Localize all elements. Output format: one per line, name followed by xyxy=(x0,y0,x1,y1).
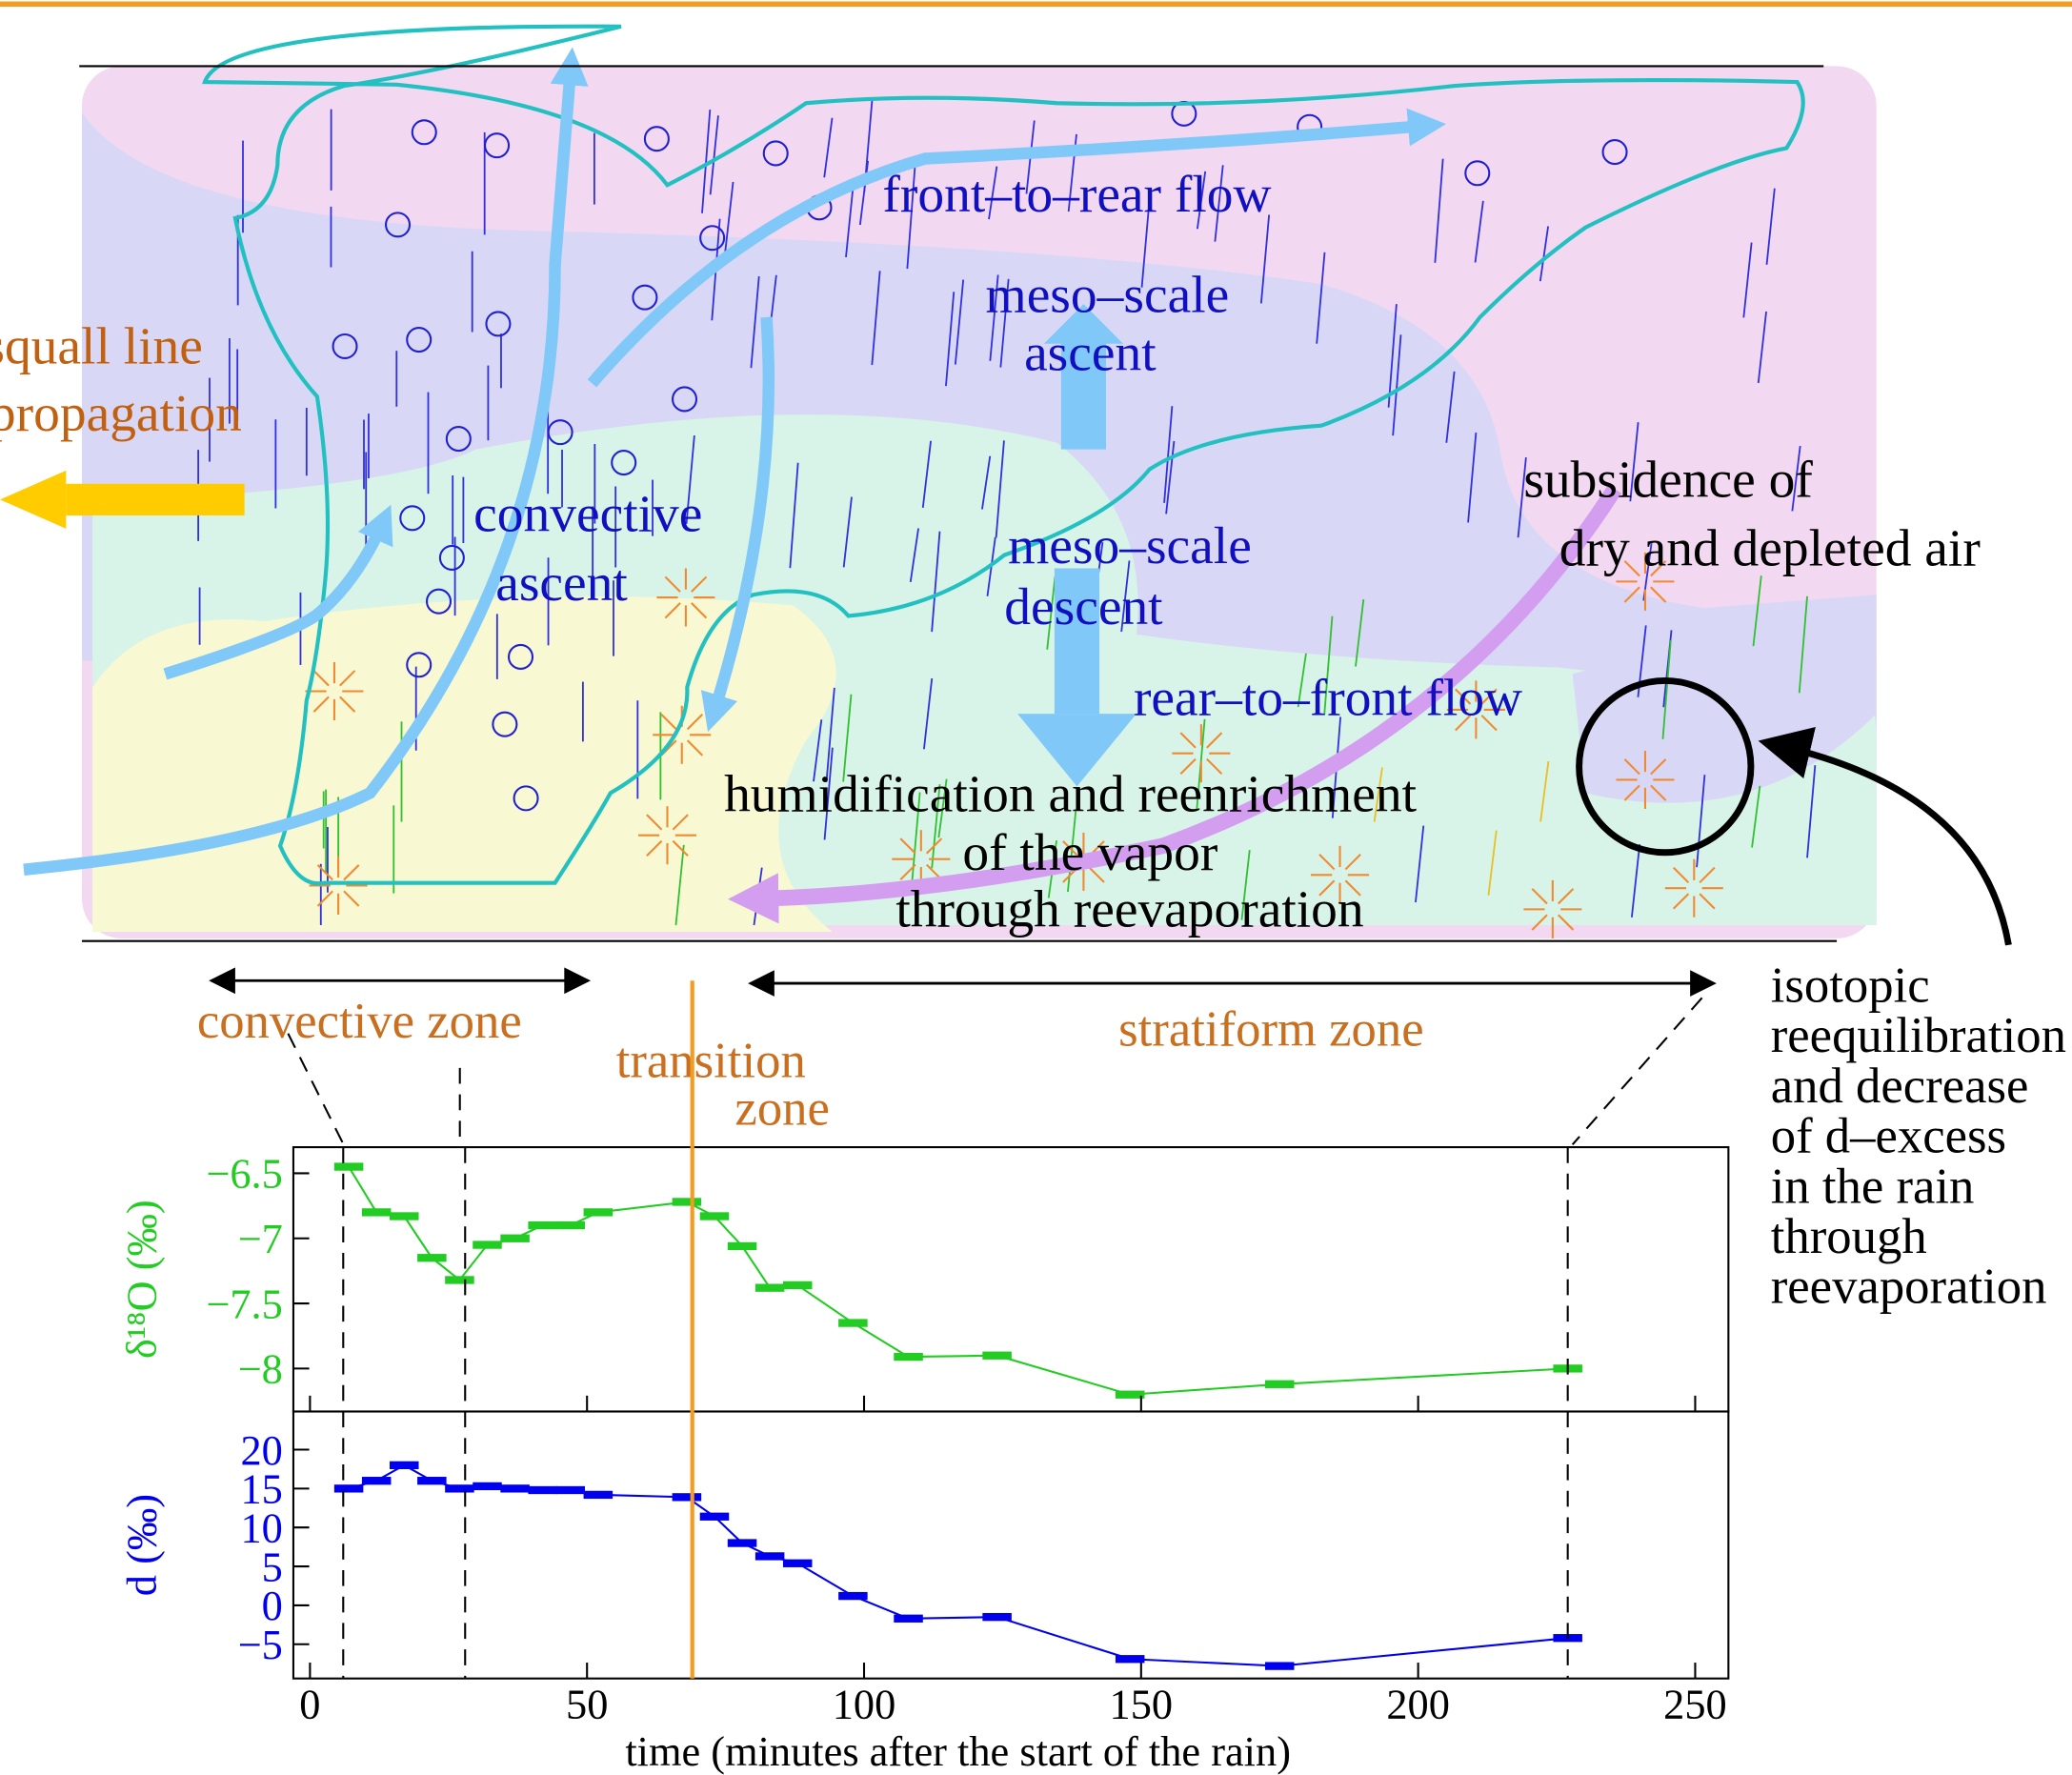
data-point xyxy=(894,1615,923,1623)
data-point xyxy=(673,1493,702,1501)
label: through reevaporation xyxy=(895,880,1363,938)
data-point xyxy=(1116,1655,1145,1663)
label: front–to–rear flow xyxy=(882,166,1271,224)
label: humidification and reenrichment xyxy=(724,766,1418,824)
data-point xyxy=(838,1319,868,1326)
data-point xyxy=(1265,1662,1295,1669)
data-point xyxy=(700,1513,730,1521)
data-point xyxy=(417,1477,447,1484)
data-point xyxy=(982,1352,1012,1360)
data-point xyxy=(728,1539,757,1546)
page: {"diagram":{"squall":["squall line","pro… xyxy=(0,0,2072,1775)
label: meso–scale xyxy=(1008,517,1252,575)
label: in the rain xyxy=(1771,1159,1975,1214)
label: through xyxy=(1771,1209,1927,1264)
data-point xyxy=(673,1198,702,1205)
data-point xyxy=(555,1486,585,1494)
data-point xyxy=(584,1208,614,1216)
data-point xyxy=(528,1486,557,1494)
x-tick-label: 250 xyxy=(1663,1680,1727,1727)
projection-line xyxy=(1573,998,1702,1144)
label: ascent xyxy=(1024,324,1157,382)
data-point xyxy=(473,1483,502,1490)
isotopic-note: isotopicreequilibrationand decreaseof d–… xyxy=(1771,958,2066,1314)
label: isotopic xyxy=(1771,958,1930,1013)
propagation-arrow-head xyxy=(0,471,66,529)
data-point xyxy=(473,1240,502,1248)
data-line xyxy=(349,1465,1568,1666)
data-point xyxy=(783,1281,813,1289)
label: subsidence of xyxy=(1523,452,1813,510)
label: reequilibration xyxy=(1771,1008,2066,1063)
data-point xyxy=(417,1254,447,1261)
y-axis-label: δ¹⁸O (‰) xyxy=(118,1200,166,1359)
y-tick-label: −7 xyxy=(238,1215,283,1262)
data-point xyxy=(390,1462,419,1469)
data-point xyxy=(500,1235,530,1242)
charts: −6.5−7−7.5−8δ¹⁸O (‰)20151050−5d (‰)05010… xyxy=(118,980,1729,1775)
data-line xyxy=(349,1167,1568,1395)
x-tick-label: 100 xyxy=(833,1680,896,1727)
data-point xyxy=(783,1560,813,1567)
data-point xyxy=(390,1212,419,1220)
label: of d–excess xyxy=(1771,1109,2006,1164)
data-point xyxy=(894,1353,923,1361)
label: propagation xyxy=(0,385,242,443)
zone-label: stratiform zone xyxy=(1118,1001,1424,1057)
label: and decrease xyxy=(1771,1059,2029,1114)
data-point xyxy=(445,1484,474,1492)
x-tick-label: 150 xyxy=(1110,1680,1174,1727)
projection-line xyxy=(288,1034,343,1145)
plot-frame xyxy=(293,1411,1728,1678)
label: descent xyxy=(1004,578,1163,636)
label: ascent xyxy=(495,555,628,613)
diagram: squall line propagation front–to–rear fl… xyxy=(0,27,2066,1315)
data-point xyxy=(584,1491,614,1499)
data-point xyxy=(728,1242,757,1250)
x-tick-label: 50 xyxy=(566,1680,608,1727)
data-point xyxy=(445,1276,474,1283)
y-tick-label: −5 xyxy=(238,1621,283,1668)
y-tick-label: −7.5 xyxy=(206,1280,283,1327)
x-tick-label: 0 xyxy=(299,1680,320,1727)
label: squall line xyxy=(0,318,203,376)
data-point xyxy=(334,1484,364,1492)
label: rear–to–front flow xyxy=(1134,669,1522,727)
data-point xyxy=(755,1552,785,1560)
label: meso–scale xyxy=(986,266,1230,324)
y-tick-label: −8 xyxy=(238,1345,283,1393)
data-point xyxy=(755,1284,785,1292)
y-axis-label: d (‰) xyxy=(118,1494,166,1596)
data-point xyxy=(1265,1381,1295,1388)
label: convective xyxy=(473,486,702,544)
label: of the vapor xyxy=(962,824,1217,882)
zone-label: convective zone xyxy=(197,994,522,1049)
label: dry and depleted air xyxy=(1559,520,1981,578)
x-axis-label: time (minutes after the start of the rai… xyxy=(625,1727,1291,1775)
data-point xyxy=(362,1477,392,1484)
data-point xyxy=(500,1484,530,1492)
data-point xyxy=(838,1592,868,1600)
data-point xyxy=(700,1212,730,1220)
label: reevaporation xyxy=(1771,1260,2047,1315)
figure: squall line propagation front–to–rear fl… xyxy=(0,0,2072,1775)
data-point xyxy=(334,1162,364,1170)
zone-label: zone xyxy=(734,1080,830,1136)
data-point xyxy=(362,1208,392,1216)
data-point xyxy=(528,1221,557,1229)
x-tick-label: 200 xyxy=(1386,1680,1450,1727)
data-point xyxy=(982,1613,1012,1621)
data-point xyxy=(555,1221,585,1229)
y-tick-label: −6.5 xyxy=(206,1150,283,1198)
